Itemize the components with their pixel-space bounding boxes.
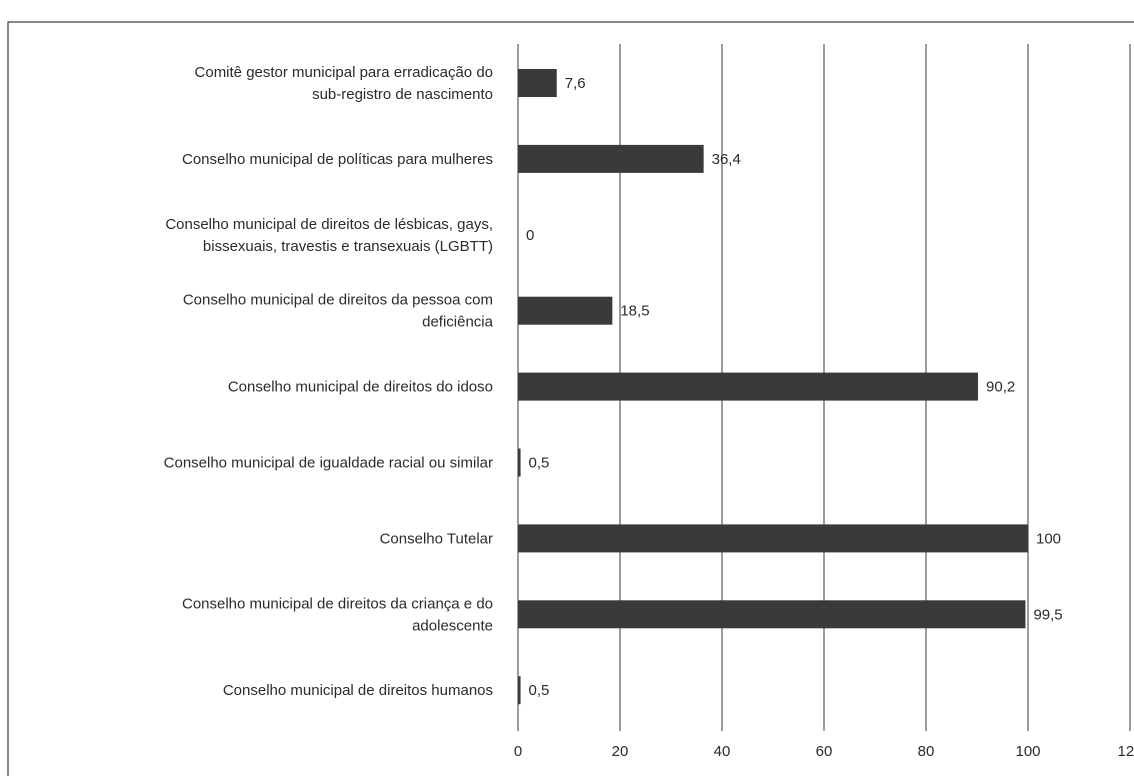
category-label: Conselho Tutelar bbox=[380, 530, 493, 547]
data-label: 7,6 bbox=[565, 75, 586, 92]
bar bbox=[518, 676, 521, 705]
x-tick-label: 0 bbox=[514, 743, 522, 760]
x-tick-label: 80 bbox=[918, 743, 935, 760]
category-label: Comitê gestor municipal para erradicação… bbox=[195, 64, 493, 103]
bar bbox=[518, 144, 704, 173]
bar bbox=[518, 448, 521, 477]
x-tick-label: 100 bbox=[1015, 743, 1040, 760]
bar bbox=[518, 372, 979, 401]
category-label: Conselho municipal de direitos da crianç… bbox=[182, 595, 493, 634]
x-tick-label: 120 bbox=[1117, 743, 1134, 760]
data-label: 18,5 bbox=[620, 303, 649, 320]
category-labels: Comitê gestor municipal para erradicação… bbox=[164, 64, 494, 699]
data-label: 90,2 bbox=[986, 379, 1015, 396]
x-axis-ticks: 0 20 40 60 80 100 120 bbox=[514, 743, 1134, 760]
category-label: Conselho municipal de igualdade racial o… bbox=[164, 455, 493, 472]
data-label: 0 bbox=[526, 227, 534, 244]
x-tick-label: 60 bbox=[816, 743, 833, 760]
bars bbox=[518, 69, 1028, 705]
data-label: 100 bbox=[1036, 530, 1061, 547]
bar bbox=[518, 296, 613, 325]
category-label: Conselho municipal de políticas para mul… bbox=[182, 151, 493, 168]
category-label: Conselho municipal de direitos do idoso bbox=[228, 379, 493, 396]
bar bbox=[518, 524, 1028, 553]
data-label: 36,4 bbox=[712, 151, 741, 168]
data-label: 0,5 bbox=[529, 682, 550, 699]
x-tick-label: 40 bbox=[714, 743, 731, 760]
category-label: Conselho municipal de direitos da pessoa… bbox=[183, 292, 494, 331]
chart-frame bbox=[7, 21, 1134, 776]
value-labels: 7,6 36,4 0 18,5 90,2 0,5 100 99,5 0,5 bbox=[526, 75, 1063, 699]
category-label: Conselho municipal de direitos humanos bbox=[223, 682, 493, 699]
bar bbox=[518, 69, 557, 97]
category-label: Conselho municipal de direitos de lésbic… bbox=[165, 216, 493, 255]
data-label: 99,5 bbox=[1033, 606, 1062, 623]
bar bbox=[518, 600, 1026, 629]
x-tick-label: 20 bbox=[612, 743, 629, 760]
data-label: 0,5 bbox=[529, 455, 550, 472]
